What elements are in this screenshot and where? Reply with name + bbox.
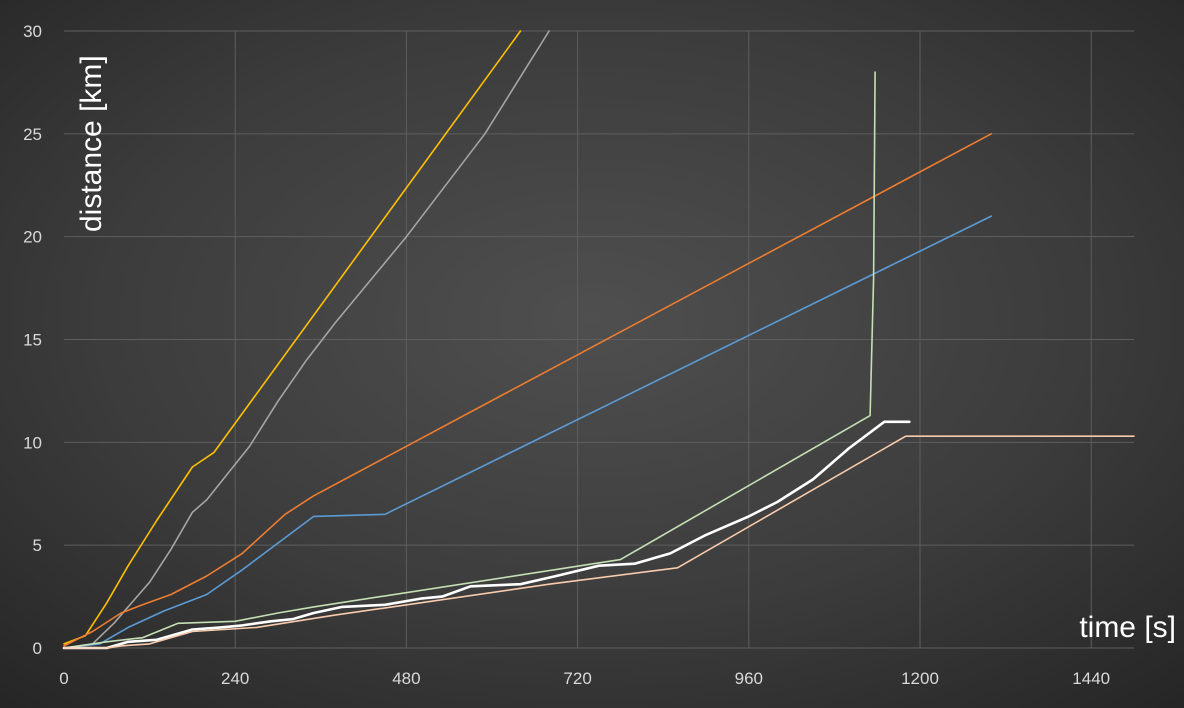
series-line-4 xyxy=(63,215,993,649)
y-tick-label: 15 xyxy=(23,331,42,350)
y-tick-label: 25 xyxy=(23,125,42,144)
series-line-2 xyxy=(63,30,550,649)
x-tick-label: 1200 xyxy=(901,669,939,688)
y-tick-label: 10 xyxy=(23,433,42,452)
tick-labels: 0 5 10 15 20 25 30 0 240 480 720 960 1200 1440 xyxy=(23,22,1110,688)
y-axis-title: distance [km] xyxy=(75,55,108,232)
x-tick-label: 960 xyxy=(735,669,763,688)
y-tick-label: 5 xyxy=(33,536,42,555)
series-line-5 xyxy=(63,71,876,649)
x-axis-title: time [s] xyxy=(1079,611,1176,644)
y-tick-label: 0 xyxy=(33,639,42,658)
y-tick-label: 20 xyxy=(23,228,42,247)
x-tick-label: 720 xyxy=(563,669,591,688)
series-line-7 xyxy=(63,435,1135,649)
x-tick-label: 0 xyxy=(59,669,68,688)
x-tick-label: 480 xyxy=(392,669,420,688)
x-tick-label: 240 xyxy=(221,669,249,688)
gridlines xyxy=(64,30,1134,649)
series-line-3 xyxy=(63,133,993,647)
series-lines xyxy=(62,30,1135,650)
series-line-1 xyxy=(63,30,522,645)
series-line-6 xyxy=(62,420,911,650)
x-tick-label: 1440 xyxy=(1072,669,1110,688)
y-tick-label: 30 xyxy=(23,22,42,41)
